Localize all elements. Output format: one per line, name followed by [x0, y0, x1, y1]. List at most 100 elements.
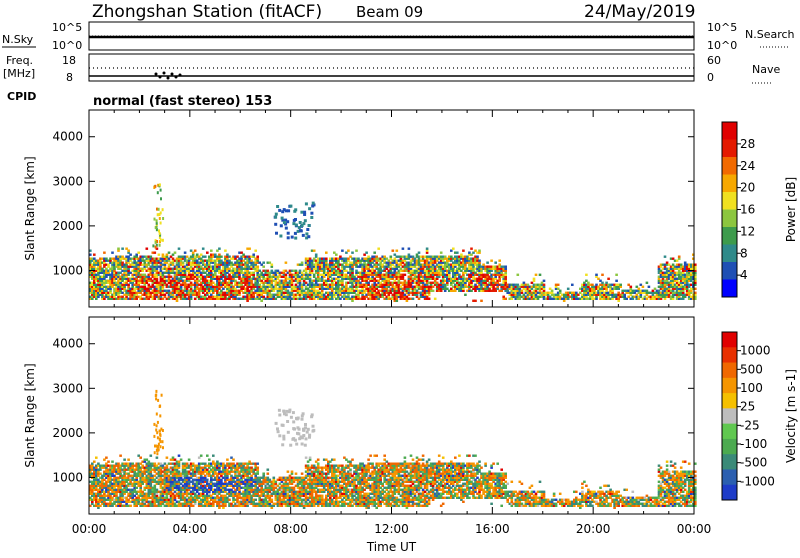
- power-cell: [615, 274, 618, 276]
- power-cell: [202, 248, 205, 250]
- power-cell: [402, 248, 405, 250]
- power-cell: [678, 256, 681, 258]
- power-cell: [160, 222, 162, 225]
- power-cell: [194, 250, 197, 252]
- power-cell: [543, 284, 546, 286]
- velocity-cell: [111, 461, 114, 463]
- power-cell: [535, 274, 538, 276]
- power-cell: [642, 286, 645, 288]
- power-cell: [478, 260, 481, 262]
- power-cell: [256, 266, 259, 268]
- power-cell: [310, 212, 313, 215]
- colorbar-swatch: [722, 262, 737, 280]
- power-cell: [504, 298, 507, 300]
- y-tick-label: 1000: [52, 263, 83, 277]
- power-cell: [408, 248, 411, 250]
- power-cell: [155, 226, 157, 229]
- power-cell: [184, 252, 187, 254]
- power-cell: [412, 298, 415, 300]
- power-cell: [312, 202, 315, 205]
- power-cell: [498, 260, 501, 262]
- power-cell: [478, 250, 481, 252]
- power-cell: [262, 262, 265, 264]
- velocity-cells: [89, 390, 697, 509]
- power-cell: [155, 241, 157, 244]
- velocity-cell: [119, 455, 122, 457]
- power-cell: [304, 219, 307, 222]
- power-cell: [127, 268, 130, 270]
- colorbar-swatch: [722, 210, 737, 228]
- power-cell: [248, 248, 251, 250]
- power-cell: [159, 232, 161, 235]
- colorbar-swatch: [722, 245, 737, 263]
- power-cell: [426, 248, 429, 250]
- power-cell: [585, 274, 588, 276]
- power-cell: [303, 211, 306, 214]
- power-cell: [533, 278, 536, 280]
- cpid-value: normal (fast stereo) 153: [93, 94, 272, 109]
- freq-strip-frame: [89, 54, 694, 81]
- power-cell: [278, 209, 281, 212]
- power-cell: [311, 205, 314, 208]
- power-cells: [89, 183, 697, 302]
- cpid-label: CPID: [7, 90, 36, 103]
- colorbar-tick-label: 20: [740, 181, 755, 195]
- nsearch-tick-high: 10^5: [707, 21, 737, 34]
- power-cell: [224, 250, 227, 252]
- power-cell: [113, 268, 116, 270]
- power-cell: [178, 248, 181, 250]
- power-cell: [287, 232, 290, 235]
- power-cell: [160, 239, 162, 242]
- power-cell: [154, 185, 156, 188]
- power-cell: [159, 213, 161, 216]
- power-cell: [486, 262, 489, 264]
- power-cell: [571, 284, 574, 286]
- power-cell: [281, 217, 284, 220]
- power-cell: [470, 248, 473, 250]
- power-cell: [504, 268, 507, 270]
- power-cell: [294, 232, 297, 235]
- power-cell: [432, 290, 435, 292]
- power-cell: [300, 211, 303, 214]
- power-cell: [355, 250, 358, 252]
- y-tick-label: 2000: [52, 219, 83, 233]
- power-cell: [174, 252, 177, 254]
- colorbar-tick-label: 28: [740, 137, 755, 151]
- power-cell: [162, 217, 164, 220]
- velocity-cell: [123, 459, 126, 461]
- power-cell: [308, 224, 311, 227]
- power-cell: [428, 298, 431, 300]
- power-cell: [159, 183, 161, 186]
- colorbar-tick-label: 12: [740, 224, 755, 238]
- power-cell: [160, 197, 162, 200]
- power-cell: [286, 220, 289, 223]
- nave-tick-low: 0: [707, 71, 714, 84]
- power-cell: [274, 216, 277, 219]
- power-cell: [252, 254, 255, 256]
- power-cell: [456, 252, 459, 254]
- velocity-cell: [107, 461, 110, 463]
- colorbar-tick-label: 24: [740, 159, 755, 173]
- power-cell: [301, 262, 304, 264]
- power-cell: [557, 284, 560, 286]
- power-cell: [377, 248, 380, 250]
- power-cell: [275, 213, 278, 216]
- power-cell: [146, 248, 149, 250]
- power-cell: [595, 274, 598, 276]
- power-cell: [305, 232, 308, 235]
- power-cell: [256, 256, 259, 258]
- power-cell: [648, 286, 651, 288]
- power-cell: [93, 254, 96, 256]
- y-tick-label: 3000: [52, 174, 83, 188]
- power-cell: [279, 235, 282, 238]
- power-cell: [280, 224, 283, 227]
- power-cell: [162, 208, 164, 211]
- power-cell: [294, 208, 297, 211]
- power-cell: [351, 252, 354, 254]
- power-cell: [111, 252, 114, 254]
- power-cell: [159, 244, 161, 247]
- power-cell: [664, 256, 667, 258]
- date-label: 24/May/2019: [584, 2, 696, 22]
- power-cell: [117, 248, 120, 250]
- power-cell: [291, 236, 294, 239]
